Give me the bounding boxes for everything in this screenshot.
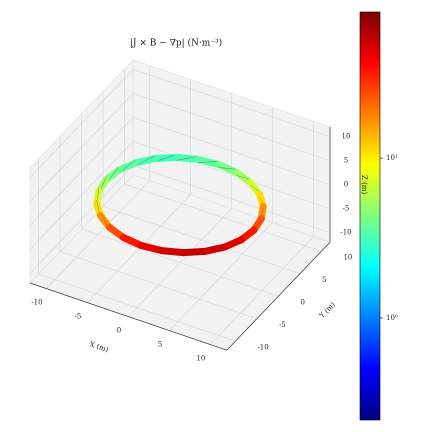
ring-edge <box>141 242 162 254</box>
y-tick-label: 5 <box>322 276 326 284</box>
grid-line <box>133 141 331 209</box>
x-axis-label: X (m) <box>88 340 109 354</box>
grid-line <box>124 183 322 252</box>
grid-line <box>29 117 134 226</box>
ring-edge <box>261 209 264 216</box>
ring-surface <box>93 153 267 257</box>
ring-edge <box>253 221 262 228</box>
ring-edge <box>155 154 177 162</box>
ring-edge <box>218 167 237 170</box>
z-tick-label: 0 <box>344 181 348 189</box>
grid-line <box>133 93 331 161</box>
grid-line <box>133 117 331 185</box>
colorbar <box>359 11 381 421</box>
x-tick-label: 10 <box>196 355 205 363</box>
grid-line <box>103 206 300 274</box>
ring-edge <box>224 242 242 245</box>
ring-edge <box>250 185 260 192</box>
grid-line <box>29 69 134 178</box>
z-axis-label: Z (m) <box>360 175 368 194</box>
x-tick-label: -10 <box>31 299 42 307</box>
grid-line <box>133 165 331 233</box>
y-tick-label: -10 <box>257 343 268 351</box>
colorbar-tick-label: 10¹ <box>386 154 398 162</box>
ring-edge <box>259 197 264 204</box>
x-tick-label: 0 <box>117 327 121 335</box>
ring-edge <box>236 175 251 180</box>
ring-edge <box>241 232 254 238</box>
ring-edge <box>161 247 184 256</box>
colorbar-tick-label: 10⁰ <box>386 314 398 322</box>
grid-line <box>38 273 236 342</box>
grid-line <box>29 93 134 202</box>
x-tick-label: -5 <box>75 313 82 321</box>
ring-edge <box>176 156 199 161</box>
y-tick-label: 10 <box>343 253 352 261</box>
z-tick-label: -5 <box>343 205 350 213</box>
chart-title: |J × B − ∇p| (N·m⁻³) <box>130 38 222 49</box>
y-tick-label: 0 <box>300 298 304 306</box>
y-tick-label: -5 <box>279 321 286 329</box>
ring-edge <box>204 248 225 251</box>
ring-edge <box>183 249 205 255</box>
grid-line <box>29 165 134 274</box>
grid-line <box>60 251 257 319</box>
x-tick-label: 5 <box>158 341 162 349</box>
ring-edge <box>135 155 156 167</box>
z-tick-label: 10 <box>342 133 351 141</box>
grid-line <box>29 141 134 250</box>
grid-line <box>133 69 331 137</box>
x-axis <box>29 282 227 351</box>
grid-line <box>81 228 279 297</box>
z-tick-label: 5 <box>344 157 348 165</box>
y-axis <box>226 241 331 351</box>
z-tick-label: -10 <box>340 229 351 237</box>
axes-panes <box>29 59 331 351</box>
ring-edge <box>198 161 219 163</box>
y-axis-label: Y (m) <box>317 300 337 320</box>
